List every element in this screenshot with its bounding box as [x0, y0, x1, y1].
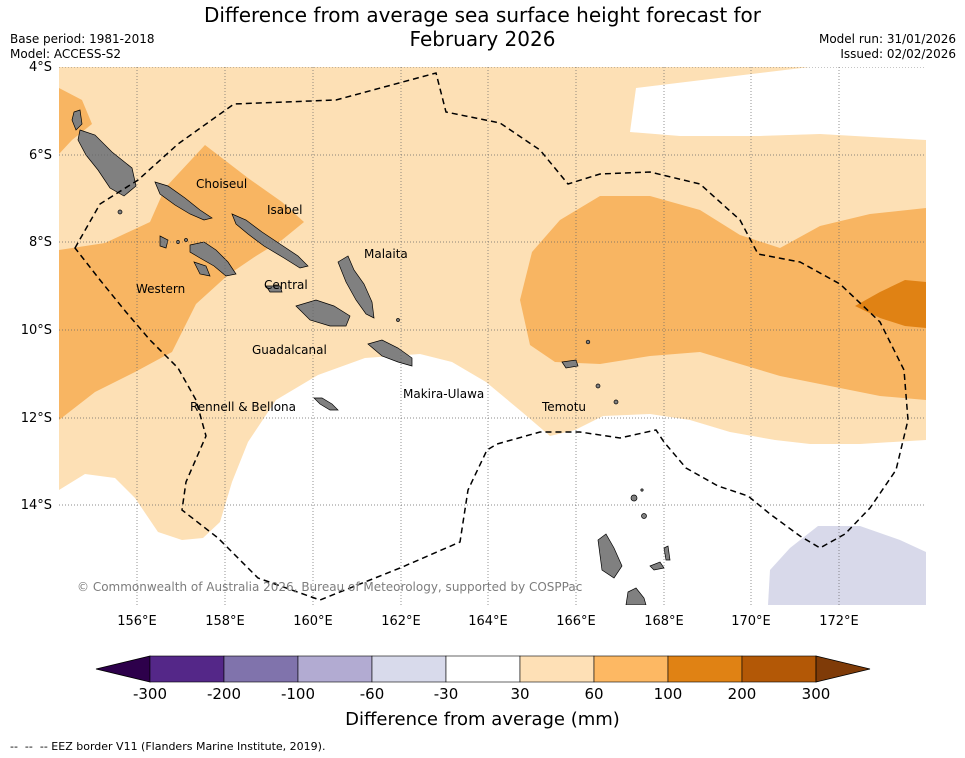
colorbar-bin-neg60-neg30: [371, 655, 447, 683]
colorbar-bin-neg30-30: [445, 655, 521, 683]
colorbar-tick: -100: [280, 685, 316, 703]
model-run-label: Model run: 31/01/2026: [818, 32, 956, 46]
region-label-guadalcanal: Guadalcanal: [252, 343, 327, 357]
colorbar-tick: 60: [584, 685, 604, 703]
lat-label-12s: 12°S: [20, 411, 52, 426]
colorbar-tick: 300: [801, 685, 831, 703]
map-title: Difference from average sea surface heig…: [0, 3, 965, 51]
lat-label-8s: 8°S: [28, 235, 52, 250]
lat-label-6s: 6°S: [28, 148, 52, 163]
island-anuta: [613, 399, 619, 405]
island-maewo: [663, 545, 671, 561]
lon-label-170e: 170°E: [731, 614, 771, 629]
lon-label-160e: 160°E: [293, 614, 333, 629]
colorbar-bin-neg100-neg60: [297, 655, 373, 683]
island-malaita: [337, 255, 375, 319]
island-choiseul: [154, 181, 213, 221]
colorbar-extend-low: [95, 655, 151, 683]
colorbar-bin-100-200: [667, 655, 743, 683]
island-small-4: [396, 318, 400, 322]
colorbar-tick: -300: [132, 685, 168, 703]
lon-label-166e: 166°E: [556, 614, 596, 629]
anomaly-band-100-200: [855, 280, 926, 328]
region-label-isabel: Isabel: [267, 203, 303, 217]
colorbar-bin-60-100: [593, 655, 669, 683]
region-label-temotu: Temotu: [542, 400, 587, 414]
graticule: [59, 67, 926, 605]
lon-label-164e: 164°E: [468, 614, 508, 629]
island-duff: [585, 339, 591, 345]
lon-label-162e: 162°E: [381, 614, 421, 629]
base-period-label: Base period: 1981-2018: [10, 32, 155, 46]
region-label-western: Western: [136, 282, 186, 296]
lon-label-156e: 156°E: [117, 614, 157, 629]
colorbar-tick: 30: [510, 685, 530, 703]
island-bougainville: [77, 129, 137, 197]
anomaly-band-neutral-south: [59, 354, 926, 605]
lat-label-14s: 14°S: [20, 498, 52, 513]
region-label-rennell-bellona: Rennell & Bellona: [190, 400, 297, 414]
island-torres: [630, 494, 638, 502]
model-label: Model: ACCESS-S2: [10, 47, 122, 61]
lat-label-4s: 4°S: [28, 60, 52, 75]
anomaly-band-60-100-west: [59, 145, 304, 420]
island-rendova: [193, 261, 211, 277]
island-small-2: [184, 238, 188, 242]
island-guadalcanal: [295, 299, 351, 327]
title-line-1: Difference from average sea surface heig…: [203, 3, 762, 27]
issued-label: Issued: 02/02/2026: [840, 47, 956, 61]
anomaly-band-neutral-north: [630, 67, 926, 140]
colorbar-tick: -60: [359, 685, 385, 703]
region-label-makira-ulawa: Makira-Ulawa: [403, 387, 485, 401]
island-buka: [71, 109, 83, 131]
island-florida: [265, 285, 283, 293]
colorbar-bin-neg300-neg200: [149, 655, 225, 683]
title-line-2: February 2026: [409, 27, 556, 51]
island-makira: [367, 339, 413, 367]
region-label-central: Central: [264, 278, 308, 292]
island-santa-cruz: [561, 359, 579, 369]
colorbar-bin-30-60: [519, 655, 595, 683]
island-espiritu-santo: [597, 533, 623, 579]
island-small-3: [117, 209, 123, 215]
copyright-credit: © Commonwealth of Australia 2026, Bureau…: [77, 580, 583, 594]
region-label-malaita: Malaita: [364, 247, 408, 261]
island-tikopia: [595, 383, 601, 389]
colorbar-extend-high: [815, 655, 871, 683]
colorbar-tick: -30: [433, 685, 459, 703]
lon-label-168e: 168°E: [644, 614, 684, 629]
colorbar-tick: -200: [206, 685, 242, 703]
island-isabel: [231, 213, 309, 269]
colorbar-bin-neg200-neg100: [223, 655, 299, 683]
lat-label-10s: 10°S: [20, 323, 52, 338]
lon-label-158e: 158°E: [205, 614, 245, 629]
colorbar: [95, 655, 871, 683]
eez-border: [74, 72, 909, 601]
island-rennell: [313, 397, 339, 411]
eez-legend: -- -- -- EEZ border V11 (Flanders Marine…: [10, 740, 326, 753]
island-small-5: [640, 488, 644, 492]
colorbar-bin-200-300: [741, 655, 817, 683]
colorbar-label: Difference from average (mm): [345, 709, 620, 730]
island-malekula: [625, 587, 647, 605]
land-masses: [71, 109, 671, 605]
lon-label-172e: 172°E: [819, 614, 859, 629]
anomaly-band-negative: [768, 526, 926, 605]
island-new-georgia: [189, 241, 237, 277]
colorbar-tick: 200: [727, 685, 757, 703]
island-vanua-lava: [641, 513, 647, 519]
anomaly-band-60-100-east: [520, 196, 926, 400]
colorbar-tick: 100: [653, 685, 683, 703]
region-label-choiseul: Choiseul: [196, 177, 248, 191]
